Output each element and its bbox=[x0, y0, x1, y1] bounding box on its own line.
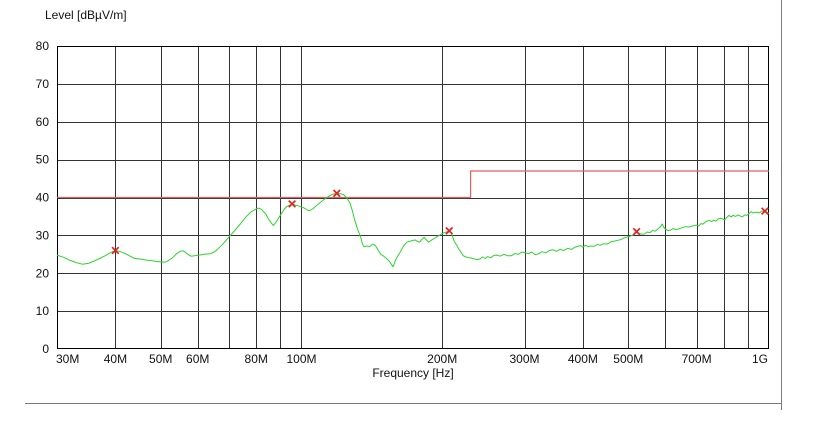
limit-line bbox=[57, 170, 769, 199]
peak-marker-icon bbox=[111, 246, 120, 255]
y-tick-label: 20 bbox=[36, 266, 50, 280]
x-tick-label: 60M bbox=[186, 352, 209, 366]
peak-marker-icon bbox=[632, 227, 641, 236]
x-tick-label: 1G bbox=[752, 352, 768, 366]
x-tick-label: 200M bbox=[427, 352, 457, 366]
y-tick-label: 80 bbox=[36, 39, 50, 53]
x-tick-label: 700M bbox=[682, 352, 712, 366]
y-tick-label: 30 bbox=[36, 228, 50, 242]
peak-marker-icon bbox=[445, 226, 454, 235]
x-tick-label: 40M bbox=[104, 352, 127, 366]
x-tick-label: 80M bbox=[245, 352, 268, 366]
peak-marker-icon bbox=[760, 207, 769, 216]
y-axis-title: Level [dBµV/m] bbox=[45, 8, 127, 22]
x-axis-title: Frequency [Hz] bbox=[372, 366, 454, 380]
x-tick-label: 400M bbox=[568, 352, 598, 366]
peak-marker-icon bbox=[288, 199, 297, 208]
y-tick-label: 50 bbox=[36, 153, 50, 167]
y-tick-label: 40 bbox=[36, 191, 50, 205]
x-tick-label: 50M bbox=[149, 352, 172, 366]
y-tick-label: 0 bbox=[42, 342, 49, 356]
x-tick-label: 300M bbox=[509, 352, 539, 366]
y-tick-label: 70 bbox=[36, 77, 50, 91]
y-tick-label: 10 bbox=[36, 304, 50, 318]
peak-marker-icon bbox=[332, 189, 341, 198]
x-tick-label: 500M bbox=[613, 352, 643, 366]
y-tick-label: 60 bbox=[36, 115, 50, 129]
x-tick-label: 100M bbox=[286, 352, 316, 366]
measurement-trace bbox=[56, 192, 770, 268]
x-tick-label: 30M bbox=[56, 352, 79, 366]
